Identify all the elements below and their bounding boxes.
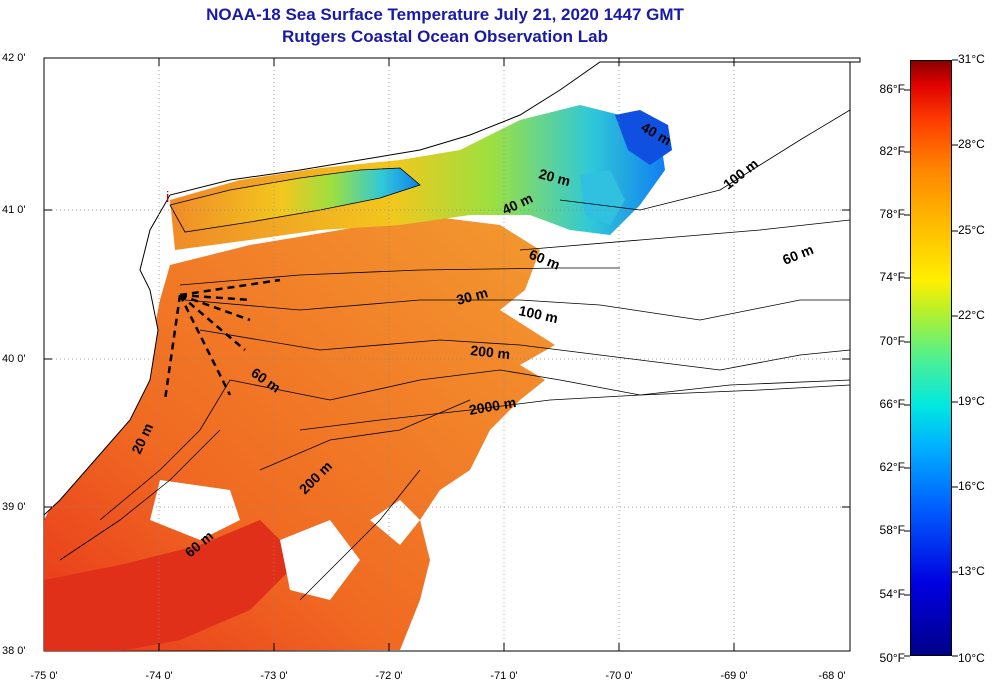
colorbar-f-label: 70°F <box>879 334 905 348</box>
colorbar-f-label: 58°F <box>879 523 905 537</box>
lon-label: -74 0' <box>145 670 173 682</box>
sst-cool-patch <box>580 170 625 225</box>
contour-label: 20 m <box>537 165 572 189</box>
lon-label: -69 0' <box>720 670 748 682</box>
lon-label: -72 0' <box>375 670 403 682</box>
map-title: NOAA-18 Sea Surface Temperature July 21,… <box>206 5 684 24</box>
lat-label: 42 0' <box>2 52 26 64</box>
lon-label: -75 0' <box>30 670 58 682</box>
colorbar-c-label: 22°C <box>958 308 985 322</box>
sst-hot-south <box>44 520 300 651</box>
colorbar-c-label: 19°C <box>958 394 985 408</box>
bathymetry-contours <box>59 109 851 601</box>
colorbar-c-label: 28°C <box>958 137 985 151</box>
lon-label: -70 0' <box>605 670 633 682</box>
colorbar-c-label: 25°C <box>958 223 985 237</box>
frame-ticks <box>44 57 850 651</box>
colorbar-f-label: 54°F <box>879 587 905 601</box>
lat-label: 39 0' <box>2 501 26 513</box>
contour-label: 30 m <box>455 284 490 308</box>
temperature-colorbar <box>910 60 952 656</box>
colorbar-f-label: 74°F <box>879 270 905 284</box>
lat-label: 40 0' <box>2 353 26 365</box>
colorbar-c-label: 16°C <box>958 479 985 493</box>
long-island <box>169 167 421 233</box>
colorbar-f-label: 82°F <box>879 144 905 158</box>
lon-label: -71 0' <box>490 670 518 682</box>
colorbar-f-label: 66°F <box>879 397 905 411</box>
colorbar-c-label: 31°C <box>958 52 985 66</box>
colorbar-f-label: 62°F <box>879 460 905 474</box>
colorbar-f-label: 86°F <box>879 82 905 96</box>
station-marker: i <box>166 189 169 206</box>
lat-label: 38 0' <box>2 645 26 657</box>
colorbar-c-label: 10°C <box>958 651 985 665</box>
lon-label: -73 0' <box>260 670 288 682</box>
transect-lines <box>163 278 281 401</box>
map-subtitle: Rutgers Coastal Ocean Observation Lab <box>282 27 608 46</box>
colorbar-ticks <box>904 59 958 657</box>
sst-warm-field <box>44 215 555 651</box>
lon-label: -68 0' <box>818 670 846 682</box>
lat-label: 41 0' <box>2 204 26 216</box>
colorbar-f-label: 50°F <box>879 651 905 665</box>
contour-label: 200 m <box>470 342 511 362</box>
colorbar-c-label: 13°C <box>958 564 985 578</box>
land-mass <box>43 57 861 517</box>
graticule <box>44 58 850 651</box>
colorbar-f-label: 78°F <box>879 207 905 221</box>
sst-cold-patch <box>615 110 672 165</box>
